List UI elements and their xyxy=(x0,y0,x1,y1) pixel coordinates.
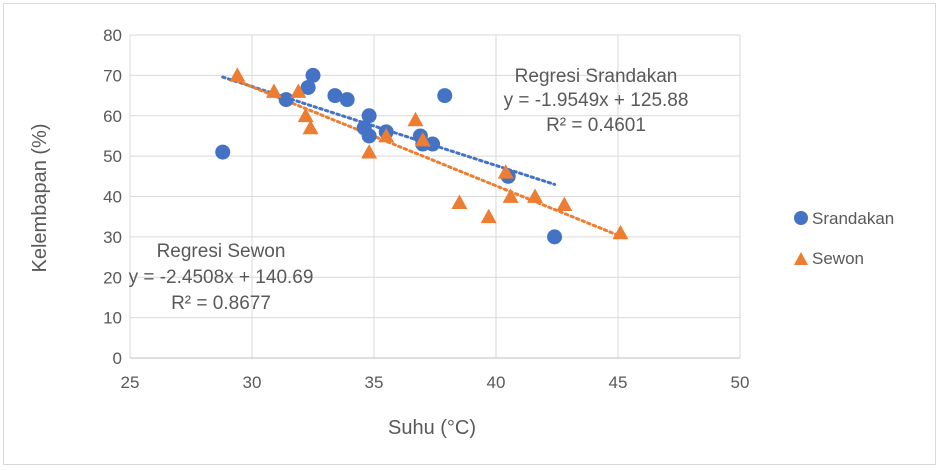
legend-sewon-label: Sewon xyxy=(812,249,864,268)
srandakan-regression-label: Regresi Srandakan xyxy=(515,66,678,87)
sewon-point xyxy=(527,188,544,203)
y-tick-label: 50 xyxy=(103,147,122,166)
sewon-regression-label: Regresi Sewon xyxy=(157,241,286,262)
srandakan-point xyxy=(278,92,294,108)
y-tick-label: 20 xyxy=(103,268,122,287)
srandakan-r-squared: R² = 0.4601 xyxy=(546,115,646,136)
chart-frame xyxy=(3,3,936,465)
x-tick-label: 50 xyxy=(731,373,750,392)
x-tick-labels: 25 30 35 40 45 50 xyxy=(121,373,750,392)
sewon-trendline xyxy=(235,79,622,238)
y-axis-title: Kelembapan (%) xyxy=(29,124,51,273)
x-axis-title: Suhu (°C) xyxy=(388,417,476,439)
sewon-point xyxy=(480,208,497,224)
x-tick-label: 40 xyxy=(487,373,506,392)
sewon-r-squared: R² = 0.8677 xyxy=(171,293,271,314)
srandakan-regression-equation: y = -1.9549x + 125.88 xyxy=(504,90,689,111)
data-points xyxy=(215,67,629,245)
sewon-point xyxy=(556,196,573,211)
sewon-point xyxy=(407,111,424,127)
sewon-point xyxy=(378,127,395,143)
srandakan-point xyxy=(547,229,563,245)
x-tick-label: 25 xyxy=(121,373,140,392)
srandakan-point xyxy=(215,144,231,160)
sewon-point xyxy=(451,194,468,209)
srandakan-point xyxy=(437,88,453,104)
y-tick-label: 80 xyxy=(103,26,122,45)
sewon-point xyxy=(502,188,519,203)
sewon-regression-equation: y = -2.4508x + 140.69 xyxy=(129,267,314,288)
sewon-point xyxy=(497,164,514,179)
y-tick-labels: 0 10 20 30 40 50 60 70 80 xyxy=(103,26,122,368)
sewon-point xyxy=(414,131,431,147)
srandakan-point xyxy=(327,88,343,104)
sewon-point xyxy=(612,224,629,240)
x-tick-label: 45 xyxy=(609,373,628,392)
legend: Srandakan Sewon xyxy=(794,209,894,268)
y-tick-label: 70 xyxy=(103,66,122,85)
gridlines xyxy=(129,34,741,359)
legend-srandakan-marker xyxy=(794,211,808,225)
sewon-point xyxy=(297,107,314,123)
sewon-point xyxy=(265,83,282,98)
y-tick-label: 40 xyxy=(103,188,122,207)
srandakan-point xyxy=(339,92,355,108)
y-tick-label: 0 xyxy=(113,349,122,368)
srandakan-point xyxy=(300,79,316,95)
legend-sewon-marker xyxy=(794,252,808,265)
x-tick-label: 35 xyxy=(365,373,384,392)
sewon-point xyxy=(229,67,246,82)
srandakan-point xyxy=(305,67,321,83)
srandakan-point xyxy=(361,108,377,124)
x-tick-label: 30 xyxy=(243,373,262,392)
srandakan-point xyxy=(361,128,377,144)
srandakan-point xyxy=(425,136,441,152)
y-tick-label: 10 xyxy=(103,309,122,328)
sewon-point xyxy=(361,144,378,159)
y-tick-label: 30 xyxy=(103,228,122,247)
legend-srandakan-label: Srandakan xyxy=(812,209,894,228)
sewon-point xyxy=(302,119,319,135)
y-tick-label: 60 xyxy=(103,107,122,126)
sewon-point xyxy=(290,83,307,98)
